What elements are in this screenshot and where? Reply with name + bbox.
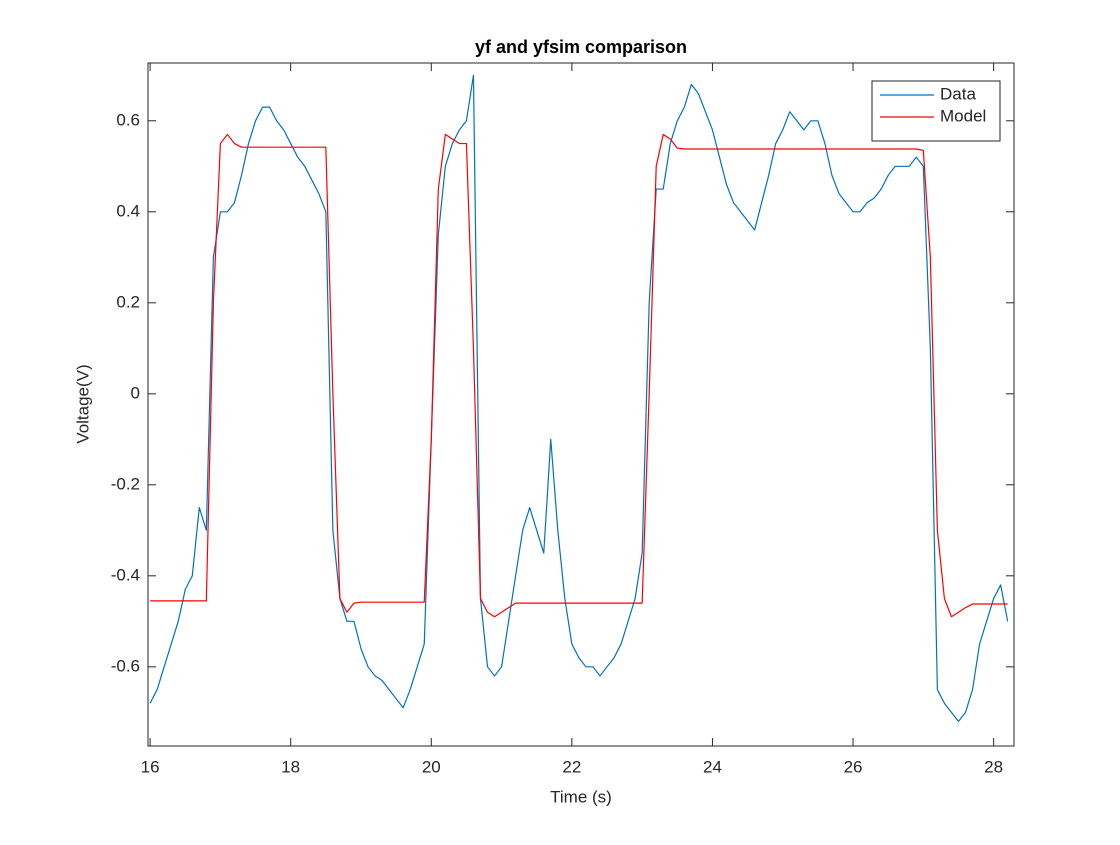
x-tick-label: 28 [984,757,1003,776]
plot-area [148,63,1014,746]
y-axis-label: Voltage(V) [73,364,92,443]
y-tick-label: -0.4 [111,565,140,584]
y-tick-label: -0.6 [111,656,140,675]
y-tick-label: 0.2 [116,292,140,311]
data-line [149,74,1009,723]
data-line [150,133,1008,618]
x-tick-label: 22 [562,757,581,776]
legend-label: Data [940,84,976,103]
axes-box [147,62,1015,747]
y-tick-label: 0.6 [116,110,140,129]
legend-label: Model [940,106,986,125]
y-tick-label: 0.4 [116,201,140,220]
x-tick-label: 24 [703,757,722,776]
y-tick-label: 0 [131,383,140,402]
y-tick-label: -0.2 [111,474,140,493]
x-tick-label: 20 [422,757,441,776]
x-tick-label: 16 [141,757,160,776]
legend-box [871,80,1001,142]
x-tick-label: 18 [281,757,300,776]
x-tick-label: 26 [844,757,863,776]
x-axis-label: Time (s) [550,787,612,806]
chart-title: yf and yfsim comparison [475,37,687,57]
